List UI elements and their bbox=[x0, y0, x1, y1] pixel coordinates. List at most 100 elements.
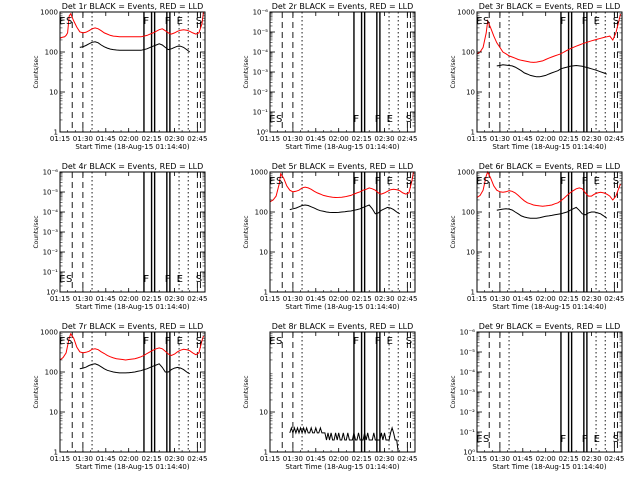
event-marker-label: E bbox=[269, 114, 275, 125]
y-tick-label: 1000 bbox=[250, 169, 268, 177]
x-tick-label: 01:45 bbox=[513, 295, 533, 303]
y-axis-label: Counts/sec bbox=[243, 55, 250, 88]
x-tick-label: 01:15 bbox=[260, 295, 280, 303]
x-tick-label: 02:15 bbox=[351, 455, 371, 463]
panel-title: Det 5r BLACK = Events, RED = LLD bbox=[272, 162, 414, 171]
event-marker-label: S bbox=[483, 16, 489, 27]
event-marker-label: S bbox=[613, 434, 619, 445]
lld-series-line bbox=[269, 171, 414, 203]
y-tick-label: 10⁻² bbox=[460, 409, 476, 417]
y-axis-label: Counts/sec bbox=[450, 55, 457, 88]
x-tick-label: 01:30 bbox=[490, 295, 510, 303]
y-tick-label: 10 bbox=[466, 249, 475, 257]
y-tick-label: 1000 bbox=[457, 9, 475, 17]
y-tick-label: 1000 bbox=[40, 9, 58, 17]
x-tick-label: 02:00 bbox=[119, 295, 139, 303]
x-axis-label: Start Time (18-Aug-15 01:14:40) bbox=[285, 143, 399, 151]
event-marker-label: F bbox=[143, 336, 149, 347]
plot-frame bbox=[59, 11, 206, 133]
y-tick-label: 100 bbox=[462, 209, 475, 217]
y-tick-label: 1 bbox=[264, 449, 268, 457]
y-tick-label: 10⁰ bbox=[46, 289, 58, 297]
event-marker-label: E bbox=[387, 336, 393, 347]
x-tick-label: 02:15 bbox=[141, 455, 161, 463]
y-tick-label: 10⁻¹ bbox=[43, 269, 59, 277]
x-tick-label: 02:00 bbox=[536, 295, 556, 303]
events-series-line bbox=[496, 64, 607, 78]
y-axis-label: Counts/sec bbox=[243, 375, 250, 408]
event-marker-label: S bbox=[66, 274, 72, 285]
event-marker-label: S bbox=[66, 336, 72, 347]
events-series-line bbox=[496, 206, 608, 219]
y-tick-label: 10⁻⁴ bbox=[43, 209, 59, 217]
event-marker-label: S bbox=[406, 336, 412, 347]
event-marker-label: E bbox=[387, 176, 393, 187]
x-tick-label: 01:30 bbox=[283, 455, 303, 463]
x-tick-label: 02:00 bbox=[329, 455, 349, 463]
y-axis-label: Counts/sec bbox=[33, 375, 40, 408]
x-tick-label: 02:45 bbox=[604, 455, 624, 463]
plot-frame bbox=[269, 11, 416, 133]
event-marker-label: E bbox=[269, 176, 275, 187]
event-marker-label: E bbox=[594, 434, 600, 445]
y-tick-label: 10⁻² bbox=[253, 89, 269, 97]
x-axis-label: Start Time (18-Aug-15 01:14:40) bbox=[75, 143, 189, 151]
panel-title: Det 6r BLACK = Events, RED = LLD bbox=[479, 162, 621, 171]
y-tick-label: 1 bbox=[54, 449, 58, 457]
event-marker-label: S bbox=[196, 16, 202, 27]
x-tick-label: 02:00 bbox=[536, 135, 556, 143]
y-tick-label: 10⁻³ bbox=[460, 389, 476, 397]
events-series-line bbox=[79, 363, 190, 375]
y-tick-label: 10⁻¹ bbox=[253, 109, 269, 117]
lld-series-line bbox=[476, 13, 621, 63]
y-tick-label: 1 bbox=[471, 289, 475, 297]
y-axis-label: Counts/sec bbox=[33, 55, 40, 88]
y-tick-label: 100 bbox=[45, 369, 58, 377]
y-tick-label: 10⁰ bbox=[256, 129, 268, 137]
y-axis-label: Counts/sec bbox=[450, 375, 457, 408]
panel-title: Det 2r BLACK = Events, RED = LLD bbox=[272, 2, 414, 11]
plot-frame bbox=[476, 331, 623, 453]
event-marker-label: E bbox=[269, 336, 275, 347]
event-marker-label: S bbox=[276, 176, 282, 187]
event-marker-label: E bbox=[594, 16, 600, 27]
x-axis-label: Start Time (18-Aug-15 01:14:40) bbox=[75, 463, 189, 471]
x-tick-label: 01:45 bbox=[96, 295, 116, 303]
lld-series-line bbox=[59, 11, 204, 39]
event-marker-label: F bbox=[143, 274, 149, 285]
x-tick-label: 01:45 bbox=[306, 135, 326, 143]
event-marker-label: F bbox=[560, 16, 566, 27]
panel-title: Det 8r BLACK = Events, RED = LLD bbox=[272, 322, 414, 331]
x-tick-label: 02:30 bbox=[581, 135, 601, 143]
event-marker-label: F bbox=[165, 16, 171, 27]
plot-frame bbox=[59, 171, 206, 293]
x-tick-label: 01:45 bbox=[96, 135, 116, 143]
x-tick-label: 02:15 bbox=[558, 135, 578, 143]
x-tick-label: 02:00 bbox=[329, 295, 349, 303]
x-tick-label: 01:15 bbox=[467, 135, 487, 143]
event-marker-label: S bbox=[276, 336, 282, 347]
y-tick-label: 1 bbox=[471, 129, 475, 137]
x-tick-label: 01:30 bbox=[73, 135, 93, 143]
event-marker-label: S bbox=[483, 434, 489, 445]
x-tick-label: 02:15 bbox=[558, 295, 578, 303]
event-marker-label: S bbox=[406, 114, 412, 125]
x-tick-label: 01:30 bbox=[73, 455, 93, 463]
y-tick-label: 10⁻⁵ bbox=[253, 29, 269, 37]
panel-title: Det 3r BLACK = Events, RED = LLD bbox=[479, 2, 621, 11]
y-tick-label: 10 bbox=[49, 409, 58, 417]
y-tick-label: 10⁻¹ bbox=[460, 429, 476, 437]
panel-title: Det 7r BLACK = Events, RED = LLD bbox=[62, 322, 204, 331]
event-marker-label: E bbox=[177, 16, 183, 27]
event-marker-label: E bbox=[594, 176, 600, 187]
x-tick-label: 01:15 bbox=[467, 455, 487, 463]
lld-series-line bbox=[476, 170, 621, 207]
event-marker-label: F bbox=[375, 176, 381, 187]
event-marker-label: E bbox=[177, 274, 183, 285]
event-marker-label: F bbox=[353, 176, 359, 187]
x-tick-label: 02:15 bbox=[558, 455, 578, 463]
